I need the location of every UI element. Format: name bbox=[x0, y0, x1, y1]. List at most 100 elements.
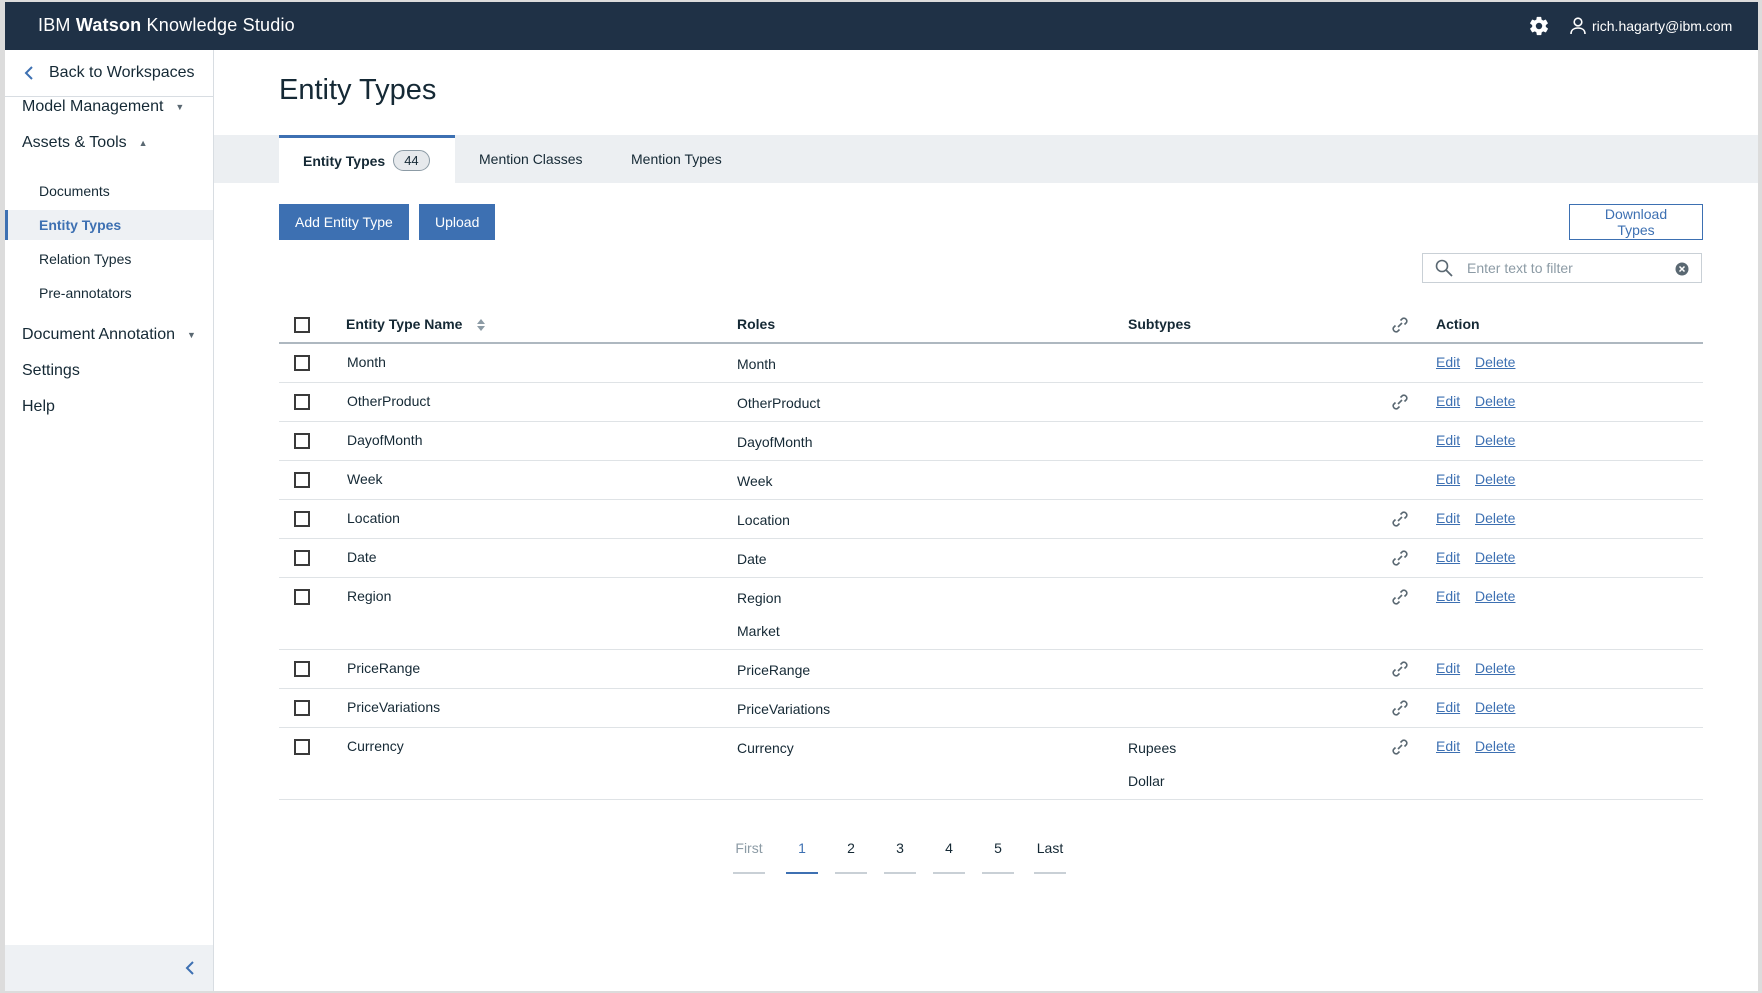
roles-cell: PriceVariations bbox=[737, 699, 830, 732]
nav-help[interactable]: Help bbox=[22, 398, 55, 416]
upload-button[interactable]: Upload bbox=[419, 204, 496, 240]
edit-link[interactable]: Edit bbox=[1436, 588, 1461, 604]
edit-link[interactable]: Edit bbox=[1436, 549, 1461, 565]
brand-prefix: IBM bbox=[38, 15, 71, 35]
row-checkbox[interactable] bbox=[294, 589, 310, 605]
nav-settings[interactable]: Settings bbox=[22, 362, 80, 380]
sort-icon[interactable] bbox=[476, 318, 486, 332]
role-value: DayofMonth bbox=[737, 434, 813, 450]
nav-model-management[interactable]: Model Management ▼ bbox=[22, 98, 184, 116]
pagination-underline bbox=[835, 872, 867, 874]
sidebar-collapse-button[interactable] bbox=[5, 945, 213, 991]
entity-type-name: Location bbox=[347, 510, 400, 526]
entity-type-name: Month bbox=[347, 354, 386, 370]
select-all-checkbox[interactable] bbox=[294, 317, 310, 333]
sidebar-item-pre-annotators[interactable]: Pre-annotators bbox=[39, 285, 132, 301]
pagination-page[interactable]: 4 bbox=[933, 840, 965, 880]
tab-bar: Entity Types 44 Mention Classes Mention … bbox=[214, 135, 1758, 183]
entity-types-table: Entity Type Name Roles Subtypes Action M… bbox=[279, 306, 1703, 800]
pagination-page[interactable]: 2 bbox=[835, 840, 867, 880]
pagination-underline bbox=[933, 872, 965, 874]
nav-model-management-label: Model Management bbox=[22, 98, 164, 115]
row-checkbox[interactable] bbox=[294, 511, 310, 527]
edit-link[interactable]: Edit bbox=[1436, 660, 1461, 676]
user-menu[interactable]: rich.hagarty@ibm.com bbox=[1570, 14, 1732, 38]
pagination-label: 2 bbox=[847, 840, 855, 856]
link-icon bbox=[1392, 661, 1408, 677]
gear-icon[interactable] bbox=[1528, 15, 1550, 37]
row-checkbox[interactable] bbox=[294, 550, 310, 566]
main-content: Entity Types Entity Types 44 Mention Cla… bbox=[214, 50, 1758, 991]
table-row: Date Date Edit Delete bbox=[279, 539, 1703, 578]
delete-link[interactable]: Delete bbox=[1475, 699, 1516, 715]
roles-cell: Currency bbox=[737, 738, 794, 771]
nav-document-annotation[interactable]: Document Annotation ▼ bbox=[22, 326, 196, 344]
edit-link[interactable]: Edit bbox=[1436, 393, 1461, 409]
back-label: Back to Workspaces bbox=[49, 64, 195, 81]
roles-cell: PriceRange bbox=[737, 660, 810, 693]
row-checkbox[interactable] bbox=[294, 700, 310, 716]
entity-type-name: Region bbox=[347, 588, 392, 604]
row-checkbox[interactable] bbox=[294, 739, 310, 755]
row-checkbox[interactable] bbox=[294, 433, 310, 449]
edit-link[interactable]: Edit bbox=[1436, 738, 1461, 754]
pagination-label: 5 bbox=[994, 840, 1002, 856]
tab-mention-types[interactable]: Mention Types bbox=[631, 151, 722, 167]
delete-link[interactable]: Delete bbox=[1475, 549, 1516, 565]
roles-cell: OtherProduct bbox=[737, 393, 820, 426]
clear-icon[interactable] bbox=[1675, 262, 1689, 276]
delete-link[interactable]: Delete bbox=[1475, 354, 1516, 370]
sidebar-item-documents[interactable]: Documents bbox=[39, 183, 110, 199]
delete-link[interactable]: Delete bbox=[1475, 393, 1516, 409]
header-name[interactable]: Entity Type Name bbox=[346, 316, 486, 332]
add-entity-type-button[interactable]: Add Entity Type bbox=[279, 204, 409, 240]
roles-cell: Month bbox=[737, 354, 776, 387]
tab-mention-classes[interactable]: Mention Classes bbox=[479, 151, 583, 167]
delete-link[interactable]: Delete bbox=[1475, 432, 1516, 448]
delete-link[interactable]: Delete bbox=[1475, 471, 1516, 487]
edit-link[interactable]: Edit bbox=[1436, 354, 1461, 370]
roles-cell: Week bbox=[737, 471, 773, 504]
back-to-workspaces-link[interactable]: Back to Workspaces bbox=[5, 50, 214, 97]
row-checkbox[interactable] bbox=[294, 355, 310, 371]
tab-entity-types[interactable]: Entity Types 44 bbox=[279, 135, 455, 183]
pagination-underline bbox=[786, 872, 818, 874]
download-types-button[interactable]: Download Types bbox=[1569, 204, 1703, 240]
sidebar-item-relation-types[interactable]: Relation Types bbox=[39, 251, 132, 267]
chevron-left-icon bbox=[185, 961, 194, 975]
nav-assets-tools-label: Assets & Tools bbox=[22, 134, 127, 151]
row-checkbox[interactable] bbox=[294, 394, 310, 410]
role-value: Location bbox=[737, 512, 790, 528]
brand-logo: IBM Watson Knowledge Studio bbox=[38, 15, 295, 36]
pagination-page[interactable]: 1 bbox=[786, 840, 818, 880]
sidebar-item-entity-types[interactable]: Entity Types bbox=[5, 210, 213, 240]
nav-document-annotation-label: Document Annotation bbox=[22, 326, 175, 343]
edit-link[interactable]: Edit bbox=[1436, 432, 1461, 448]
table-row: Week Week Edit Delete bbox=[279, 461, 1703, 500]
delete-link[interactable]: Delete bbox=[1475, 588, 1516, 604]
pagination-label: Last bbox=[1036, 840, 1064, 856]
delete-link[interactable]: Delete bbox=[1475, 510, 1516, 526]
pagination-first[interactable]: First bbox=[733, 840, 765, 880]
table-row: PriceRange PriceRange Edit Delete bbox=[279, 650, 1703, 689]
link-icon bbox=[1392, 394, 1408, 410]
delete-link[interactable]: Delete bbox=[1475, 738, 1516, 754]
pagination-last[interactable]: Last bbox=[1034, 840, 1066, 880]
pagination-label: 3 bbox=[896, 840, 904, 856]
delete-link[interactable]: Delete bbox=[1475, 660, 1516, 676]
pagination-page[interactable]: 3 bbox=[884, 840, 916, 880]
row-checkbox[interactable] bbox=[294, 661, 310, 677]
edit-link[interactable]: Edit bbox=[1436, 471, 1461, 487]
table-header: Entity Type Name Roles Subtypes Action bbox=[279, 306, 1703, 344]
search-icon bbox=[1435, 259, 1453, 277]
role-value: Market bbox=[737, 623, 780, 639]
pagination-page[interactable]: 5 bbox=[982, 840, 1014, 880]
roles-cell: DayofMonth bbox=[737, 432, 812, 465]
edit-link[interactable]: Edit bbox=[1436, 699, 1461, 715]
filter-input[interactable] bbox=[1467, 260, 1677, 276]
row-checkbox[interactable] bbox=[294, 472, 310, 488]
entity-type-name: Date bbox=[347, 549, 377, 565]
filter-box bbox=[1422, 253, 1702, 283]
edit-link[interactable]: Edit bbox=[1436, 510, 1461, 526]
nav-assets-tools[interactable]: Assets & Tools ▲ bbox=[22, 134, 148, 152]
